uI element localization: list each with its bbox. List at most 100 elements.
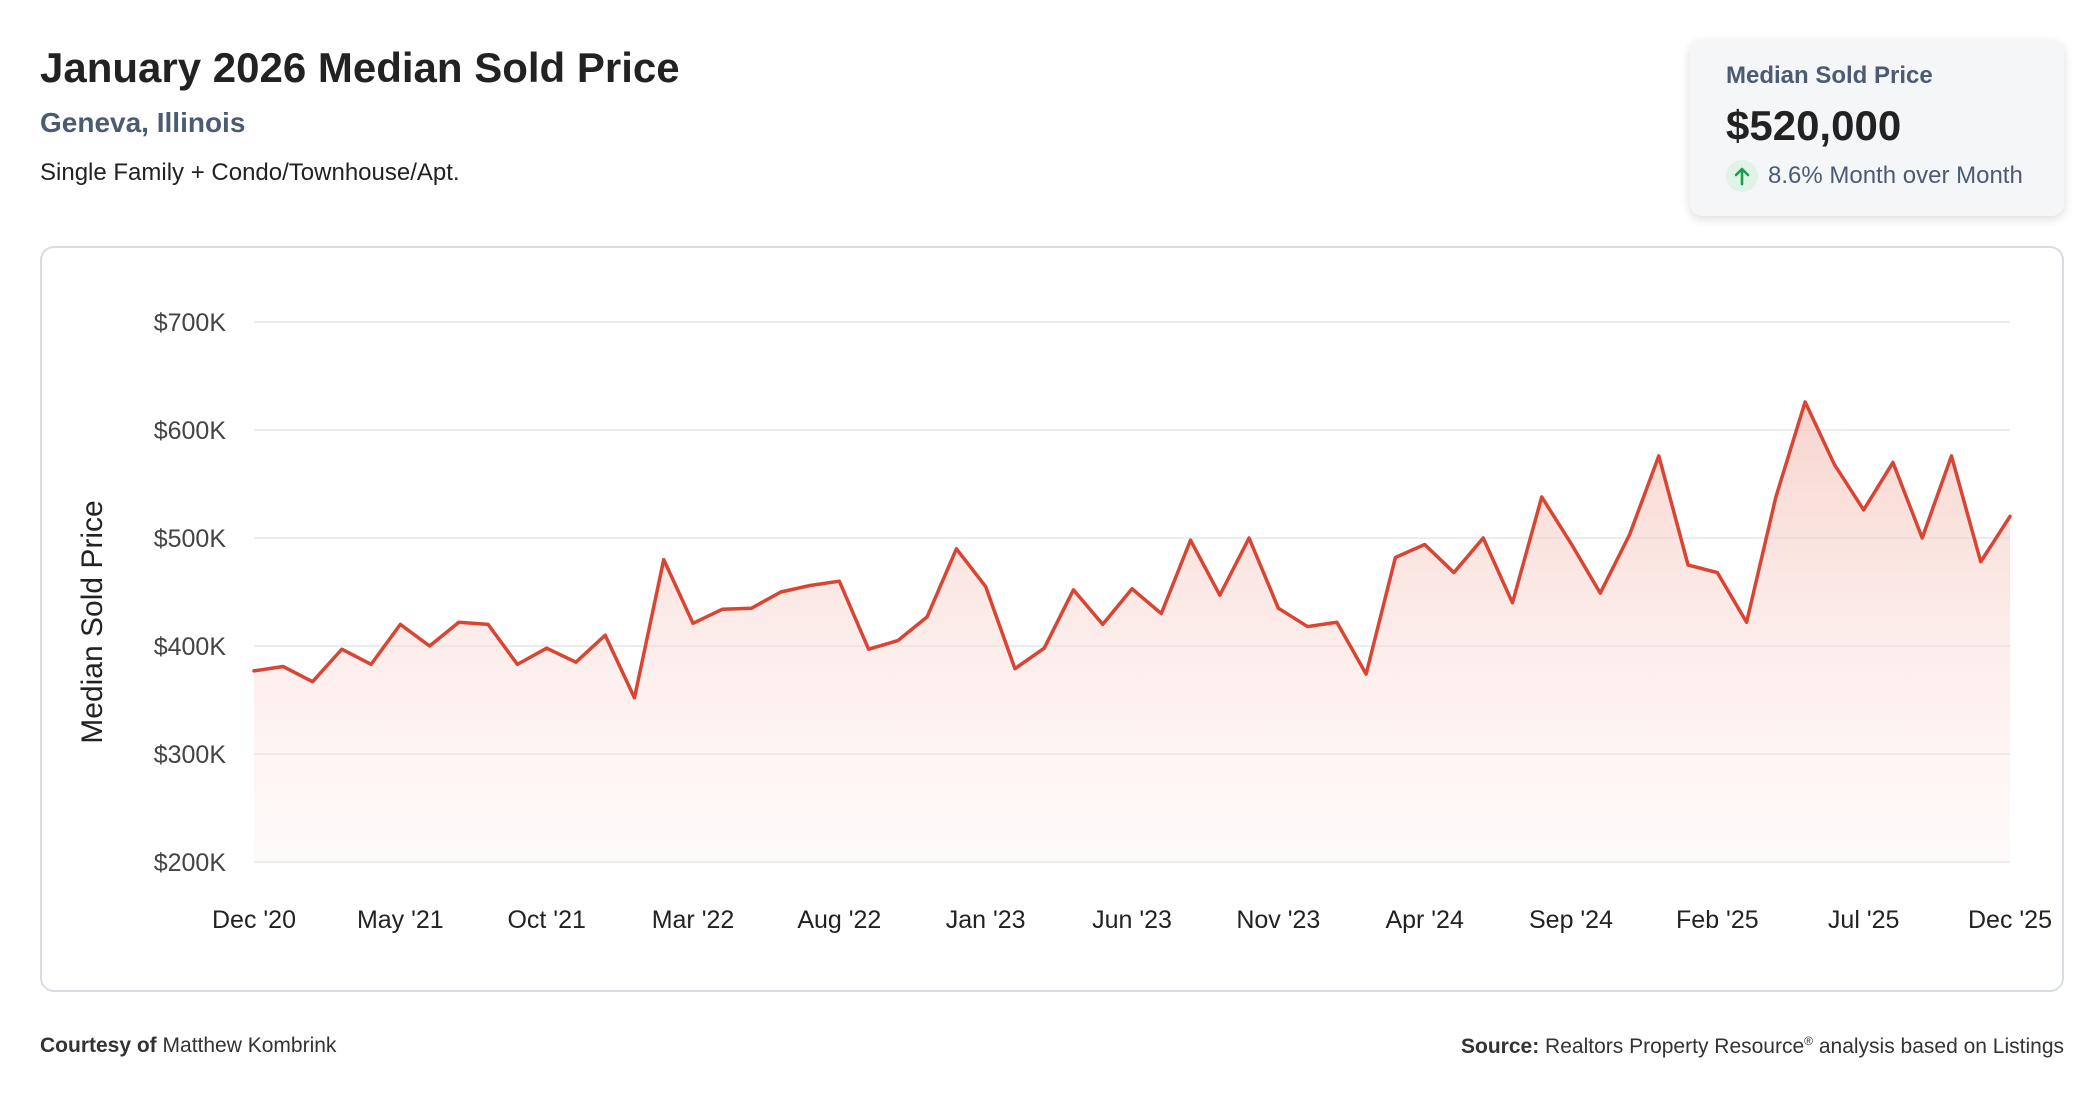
data-point	[515, 662, 519, 666]
median-price-chart: $700K $600K $500K $400K $300K $200K Dec '20 Ma…	[76, 309, 2052, 934]
y-tick-label: $700K	[154, 309, 227, 337]
data-point	[428, 644, 432, 648]
data-point	[252, 669, 256, 673]
source-text: Realtors Property Resource	[1545, 1035, 1805, 1058]
data-point	[954, 547, 958, 551]
data-point	[691, 621, 695, 625]
x-tick-label: Sep '24	[1529, 906, 1613, 934]
data-point	[1774, 495, 1778, 499]
source-suffix: analysis based on Listings	[1818, 1035, 2064, 1058]
data-point	[1452, 571, 1456, 575]
data-point	[1686, 563, 1690, 567]
data-point	[925, 615, 929, 619]
x-tick-label: Dec '20	[212, 906, 296, 934]
page-title: January 2026 Median Sold Price	[40, 44, 680, 91]
y-tick-label: $600K	[154, 417, 227, 445]
data-point	[1218, 593, 1222, 597]
data-point	[1013, 667, 1017, 671]
data-point	[1101, 622, 1105, 626]
data-point	[1949, 454, 1953, 458]
price-area-fill	[254, 401, 2010, 862]
x-tick-label: Feb '25	[1676, 906, 1759, 934]
data-point	[1393, 555, 1397, 559]
data-point	[1510, 601, 1514, 605]
source-footer: Source: Realtors Property Resource® anal…	[1461, 1034, 2064, 1059]
data-point	[369, 662, 373, 666]
data-point	[1159, 612, 1163, 616]
y-tick-label: $300K	[154, 741, 227, 769]
location-subtitle: Geneva, Illinois	[40, 107, 246, 138]
courtesy-footer: Courtesy of Matthew Kombrink	[40, 1034, 336, 1058]
stat-change-text: 8.6% Month over Month	[1768, 162, 2023, 189]
x-tick-label: Oct '21	[507, 906, 585, 934]
data-point	[1832, 463, 1836, 467]
data-point	[603, 633, 607, 637]
x-tick-label: Jul '25	[1828, 906, 1899, 934]
data-point	[720, 607, 724, 611]
x-tick-label: Mar '22	[652, 906, 735, 934]
x-tick-label: Apr '24	[1385, 906, 1464, 934]
data-point	[486, 622, 490, 626]
data-point	[1715, 571, 1719, 575]
data-point	[1540, 495, 1544, 499]
data-point	[1891, 460, 1895, 464]
data-point	[1364, 672, 1368, 676]
data-point	[281, 665, 285, 669]
data-point	[457, 620, 461, 624]
y-tick-label: $200K	[154, 849, 227, 877]
source-label: Source:	[1461, 1035, 1540, 1058]
data-point	[1189, 538, 1193, 542]
courtesy-name: Matthew Kombrink	[162, 1034, 337, 1057]
data-point	[984, 585, 988, 589]
data-point	[1423, 542, 1427, 546]
data-point	[1071, 588, 1075, 592]
data-point	[311, 680, 315, 684]
y-tick-label: $500K	[154, 525, 227, 553]
data-point	[1247, 536, 1251, 540]
data-point	[398, 622, 402, 626]
data-point	[1481, 536, 1485, 540]
data-point	[779, 590, 783, 594]
data-point	[1306, 625, 1310, 629]
data-point	[867, 647, 871, 651]
x-tick-label: Jan '23	[946, 906, 1026, 934]
x-tick-label: Dec '25	[1968, 906, 2052, 934]
data-point	[1862, 508, 1866, 512]
data-point	[1276, 606, 1280, 610]
data-point	[1920, 536, 1924, 540]
median-price-stat-card: Median Sold Price $520,000 8.6% Month ov…	[1690, 40, 2064, 216]
arrow-up-icon	[1726, 160, 1758, 192]
data-point	[632, 696, 636, 700]
x-tick-label: Jun '23	[1092, 906, 1172, 934]
data-point	[1335, 620, 1339, 624]
data-point	[1130, 587, 1134, 591]
stat-change: 8.6% Month over Month	[1726, 160, 2064, 192]
data-point	[1628, 533, 1632, 537]
registered-mark: ®	[1804, 1034, 1813, 1048]
x-tick-label: Aug '22	[797, 906, 881, 934]
data-point	[1042, 646, 1046, 650]
data-point	[662, 558, 666, 562]
stat-value: $520,000	[1726, 102, 1902, 149]
data-point	[1803, 400, 1807, 404]
data-point	[1657, 454, 1661, 458]
chart-container: $700K $600K $500K $400K $300K $200K Dec '20 Ma…	[40, 246, 2064, 992]
data-point	[808, 584, 812, 588]
data-point	[896, 639, 900, 643]
y-tick-label: $400K	[154, 633, 227, 661]
x-tick-label: May '21	[357, 906, 444, 934]
data-point	[545, 646, 549, 650]
data-point	[340, 647, 344, 651]
property-types-label: Single Family + Condo/Townhouse/Apt.	[40, 159, 460, 186]
data-point	[1745, 620, 1749, 624]
data-point	[837, 579, 841, 583]
x-tick-label: Nov '23	[1236, 906, 1320, 934]
data-point	[1569, 541, 1573, 545]
data-point	[2008, 514, 2012, 518]
data-point	[750, 606, 754, 610]
data-point	[574, 660, 578, 664]
stat-label: Median Sold Price	[1726, 62, 1933, 89]
y-axis-title: Median Sold Price	[76, 500, 109, 743]
data-point	[1598, 591, 1602, 595]
